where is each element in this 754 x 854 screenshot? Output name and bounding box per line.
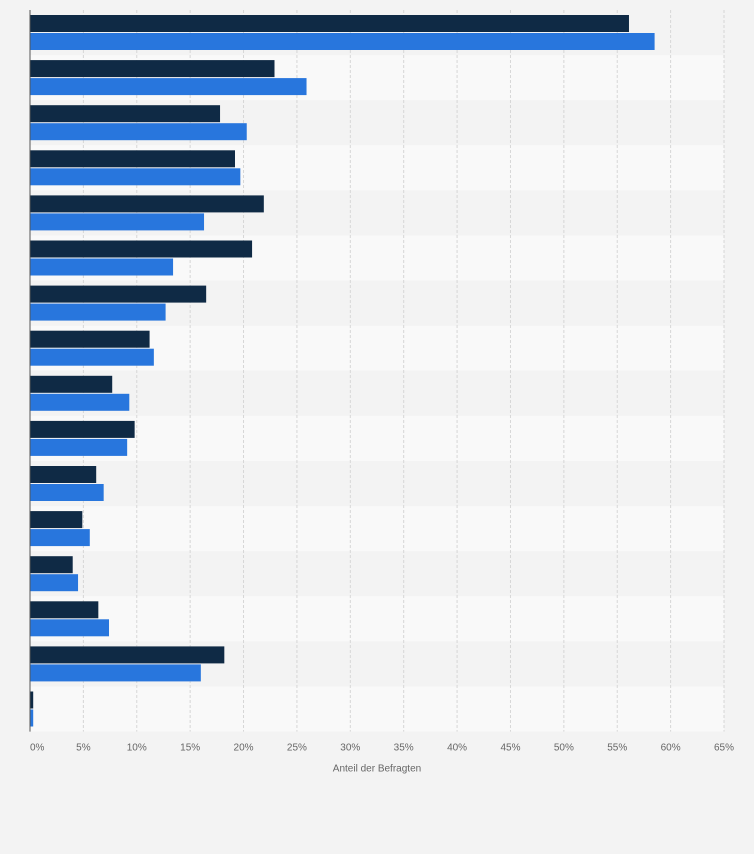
bar-series-2[interactable] <box>30 664 201 682</box>
x-tick-label: 20% <box>234 743 254 754</box>
row-band <box>30 506 724 552</box>
x-tick-label: 15% <box>180 743 200 754</box>
bar-series-1[interactable] <box>30 601 99 619</box>
bar-series-2[interactable] <box>30 393 130 411</box>
x-tick-label: 65% <box>714 743 734 754</box>
x-tick-label: 55% <box>607 743 627 754</box>
bar-series-2[interactable] <box>30 258 174 276</box>
bar-series-1[interactable] <box>30 150 235 168</box>
bar-series-1[interactable] <box>30 285 207 303</box>
row-band <box>30 415 724 461</box>
bar-series-1[interactable] <box>30 240 253 258</box>
bar-series-2[interactable] <box>30 213 205 231</box>
bar-series-1[interactable] <box>30 15 629 32</box>
x-tick-label: 45% <box>500 743 520 754</box>
x-tick-label: 60% <box>661 743 681 754</box>
bar-series-1[interactable] <box>30 375 113 393</box>
bars <box>30 15 655 727</box>
x-tick-label: 50% <box>554 743 574 754</box>
row-band <box>30 461 724 507</box>
row-band <box>30 686 724 732</box>
row-band <box>30 596 724 642</box>
bar-series-1[interactable] <box>30 420 135 438</box>
bar-series-2[interactable] <box>30 348 154 366</box>
bar-series-1[interactable] <box>30 330 150 348</box>
bar-series-1[interactable] <box>30 691 34 709</box>
row-band <box>30 370 724 416</box>
bar-series-2[interactable] <box>30 709 34 727</box>
bar-series-2[interactable] <box>30 303 166 321</box>
bar-series-1[interactable] <box>30 466 97 483</box>
bar-series-1[interactable] <box>30 556 73 574</box>
x-tick-label: 25% <box>287 743 307 754</box>
bar-series-2[interactable] <box>30 619 110 637</box>
x-tick-label: 0% <box>30 743 45 754</box>
x-tick-labels: 0% 5% 10% 15% 20% 25% 30% 35% 40% 45% 50% 55% 60% 65% <box>30 743 734 754</box>
bar-series-2[interactable] <box>30 33 655 50</box>
bar-series-1[interactable] <box>30 511 83 529</box>
bar-series-1[interactable] <box>30 195 264 213</box>
bar-series-2[interactable] <box>30 123 247 141</box>
bar-series-1[interactable] <box>30 60 275 78</box>
x-tick-label: 40% <box>447 743 467 754</box>
x-axis-title: Anteil der Befragten <box>333 764 421 775</box>
bar-series-1[interactable] <box>30 105 221 123</box>
x-tick-label: 30% <box>340 743 360 754</box>
bar-series-2[interactable] <box>30 78 307 96</box>
bar-series-2[interactable] <box>30 438 128 456</box>
bar-series-2[interactable] <box>30 168 241 186</box>
bar-series-2[interactable] <box>30 529 90 547</box>
row-band <box>30 551 724 597</box>
x-tick-label: 10% <box>127 743 147 754</box>
bar-series-2[interactable] <box>30 574 79 592</box>
bar-series-1[interactable] <box>30 646 225 664</box>
x-tick-label: 35% <box>394 743 414 754</box>
bar-series-2[interactable] <box>30 484 104 501</box>
x-tick-label: 5% <box>76 743 91 754</box>
